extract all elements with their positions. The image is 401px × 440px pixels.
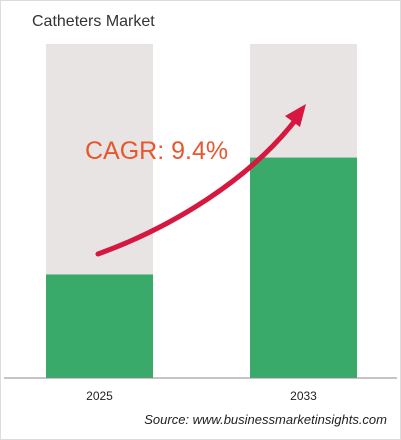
cagr-arrow-head xyxy=(285,104,306,127)
cagr-arrow-shaft xyxy=(95,115,300,257)
chart-title: Catheters Market xyxy=(32,13,155,30)
tick-labels-layer: 2025 2033 xyxy=(86,389,317,403)
x-tick-label-2025: 2025 xyxy=(86,389,113,403)
cagr-arrow xyxy=(95,104,306,257)
bar-2025 xyxy=(46,274,153,378)
cagr-annotation: CAGR: 9.4% xyxy=(85,137,228,165)
source-note: Source: www.businessmarketinsights.com xyxy=(144,412,387,427)
bar-2033 xyxy=(250,157,357,378)
x-tick-label-2033: 2033 xyxy=(290,389,317,403)
bars-layer xyxy=(46,44,357,378)
